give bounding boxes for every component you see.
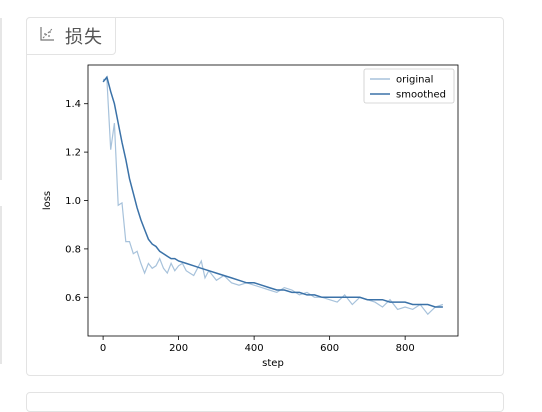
x-tick-label: 800 bbox=[396, 343, 415, 354]
x-tick-label: 400 bbox=[245, 343, 264, 354]
loss-chart: 0 200 400 600 800 0.6 0.8 1.0 1.2 1.4 step loss … bbox=[36, 58, 466, 374]
y-axis: 0.6 0.8 1.0 1.2 1.4 bbox=[65, 99, 88, 304]
legend-label-original: original bbox=[396, 75, 433, 86]
y-tick-label: 1.4 bbox=[65, 99, 81, 110]
y-tick-label: 0.8 bbox=[65, 244, 81, 255]
series-line-smoothed bbox=[102, 75, 443, 308]
side-panel-edge bbox=[0, 206, 2, 364]
plot-area bbox=[102, 75, 444, 316]
x-tick-label: 200 bbox=[169, 343, 188, 354]
next-card bbox=[26, 392, 504, 412]
x-axis: 0 200 400 600 800 bbox=[100, 336, 415, 354]
legend-label-smoothed: smoothed bbox=[396, 90, 446, 101]
chart-scatter-icon bbox=[39, 26, 55, 46]
panel-title: 损失 bbox=[65, 27, 103, 48]
y-tick-label: 1.0 bbox=[65, 196, 81, 207]
x-tick-label: 600 bbox=[320, 343, 339, 354]
panel-tab-loss[interactable]: 损失 bbox=[26, 17, 116, 55]
chart-legend: original smoothed bbox=[363, 68, 455, 104]
loss-chart-svg: 0 200 400 600 800 0.60.81.01.21.4 step loss … bbox=[42, 64, 459, 369]
series-line-original bbox=[103, 78, 444, 316]
y-tick-label: 0.6 bbox=[65, 293, 81, 304]
x-tick-label: 0 bbox=[100, 343, 106, 354]
y-tick-label: 1.2 bbox=[65, 148, 81, 159]
side-panel-edge bbox=[0, 18, 2, 180]
axes-frame bbox=[87, 64, 459, 337]
y-axis-label: loss bbox=[42, 191, 53, 210]
x-axis-label: step bbox=[262, 358, 284, 369]
